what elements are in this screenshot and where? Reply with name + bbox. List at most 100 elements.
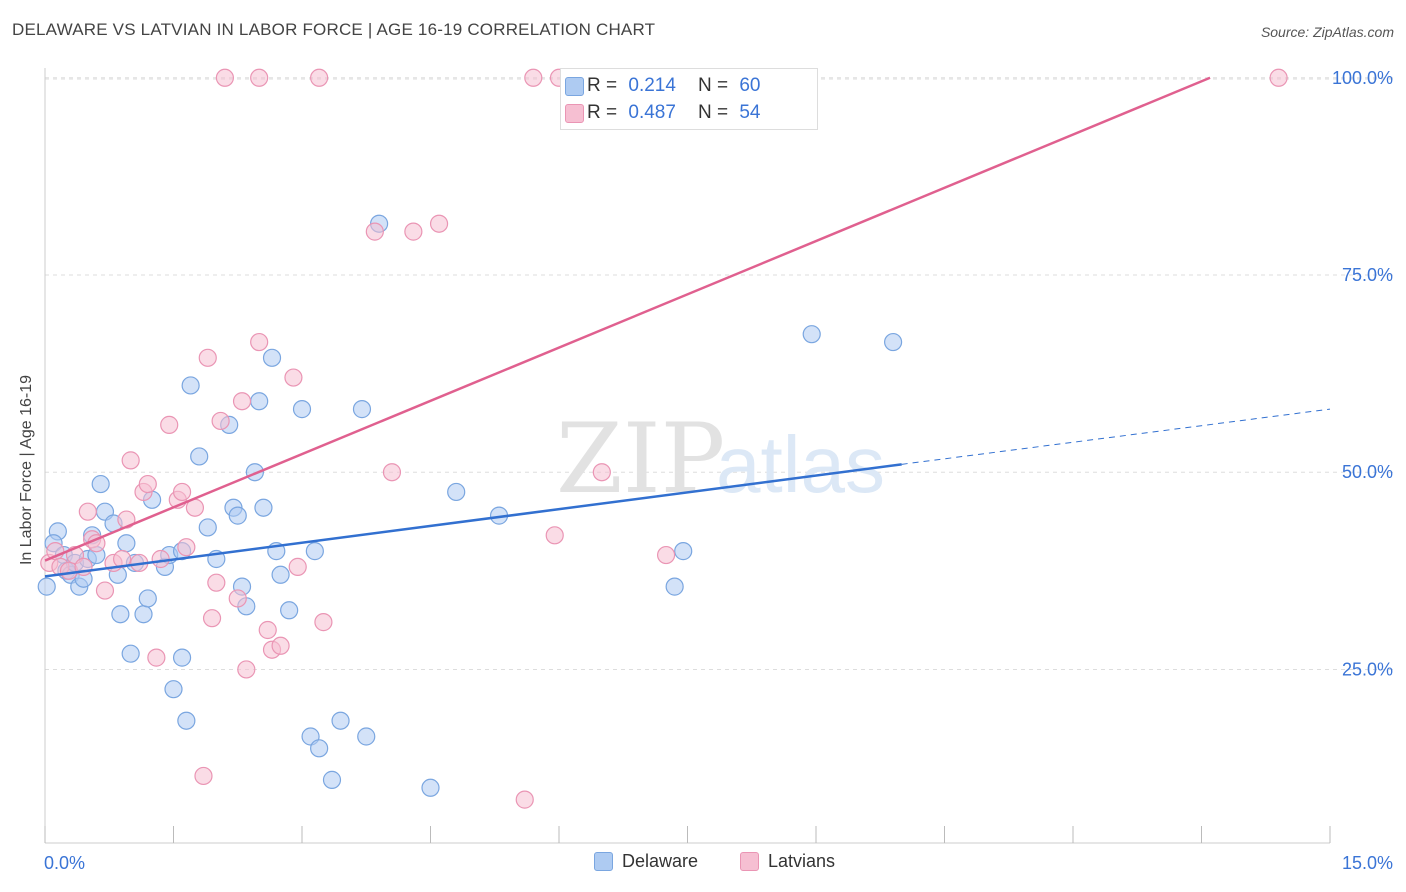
latvian-point	[592, 463, 611, 482]
source-label: Source: ZipAtlas.com	[1260, 24, 1394, 40]
legend-r-label: R =	[587, 102, 618, 123]
watermark-zip: ZIP	[556, 403, 725, 515]
latvian-point	[545, 526, 564, 545]
delaware-point	[177, 711, 196, 730]
delaware-point	[305, 542, 324, 561]
latvian-point	[232, 392, 252, 411]
latvian-point	[250, 68, 269, 87]
latvian-point	[211, 411, 230, 431]
delaware-point	[254, 498, 273, 517]
delaware-swatch	[594, 852, 613, 871]
y-tick-label: 25.0%	[1342, 659, 1393, 679]
delaware-point	[138, 589, 157, 608]
latvian-point	[147, 648, 166, 667]
delaware-point	[164, 680, 183, 699]
delaware-point	[198, 518, 217, 537]
delaware-point	[447, 482, 466, 502]
latvian-point	[314, 613, 333, 632]
latvian-swatch	[740, 852, 759, 871]
latvian-point	[202, 609, 222, 628]
legend-r-value-delaware: 0.214	[628, 75, 676, 96]
latvian-point	[1269, 68, 1288, 87]
legend-n-value-delaware: 60	[739, 75, 761, 96]
latvian-point	[656, 545, 676, 565]
latvian-point	[250, 332, 269, 352]
bottom-legend-label-latvians: Latvians	[768, 851, 836, 871]
delaware-point	[181, 376, 200, 395]
bottom-legend-label-delaware: Delaware	[622, 851, 699, 871]
axes	[44, 68, 1331, 844]
delaware-point	[262, 348, 282, 367]
delaware-point	[310, 739, 329, 758]
delaware-point	[111, 605, 130, 624]
latvian-swatch	[565, 104, 584, 123]
latvian-point	[215, 68, 234, 87]
y-axis-label: In Labor Force | Age 16-19	[18, 374, 35, 566]
delaware-point	[228, 506, 247, 525]
watermark-atlas: atlas	[716, 420, 885, 509]
delaware-trend-line	[44, 463, 902, 578]
chart-title: DELAWARE VS LATVIAN IN LABOR FORCE | AGE…	[12, 20, 656, 39]
latvian-point	[310, 68, 329, 87]
delaware-point	[883, 332, 903, 352]
y-tick-label: 75.0%	[1342, 265, 1393, 285]
latvian-point	[365, 222, 384, 241]
latvian-point	[78, 502, 97, 521]
delaware-point	[421, 778, 440, 797]
delaware-point	[271, 565, 290, 584]
x-tick-label: 15.0%	[1342, 853, 1393, 873]
delaware-point	[37, 577, 56, 596]
delaware-point	[190, 447, 209, 466]
latvian-point	[198, 348, 217, 367]
delaware-point	[280, 601, 299, 620]
latvian-point	[404, 222, 423, 241]
latvian-point	[138, 474, 157, 494]
bottom-legend-delaware: Delaware	[594, 851, 698, 872]
legend-n-label: N =	[697, 102, 729, 123]
latvian-point	[382, 463, 402, 482]
legend-row-delaware: R = 0.214 N = 60	[565, 74, 761, 98]
latvian-point	[121, 451, 140, 470]
latvian-point	[172, 482, 192, 502]
delaware-point	[357, 727, 376, 746]
legend-n-value-latvians: 54	[739, 102, 761, 123]
latvian-point	[160, 415, 179, 434]
delaware-swatch	[565, 77, 584, 96]
latvian-point	[228, 589, 247, 608]
delaware-point	[802, 325, 821, 344]
tick-labels: 25.0% 50.0% 75.0% 100.0% 0.0% 15.0%	[44, 68, 1393, 873]
delaware-point	[331, 711, 350, 730]
bottom-legend-latvians: Latvians	[740, 851, 835, 872]
latvian-point	[95, 581, 115, 600]
x-tick-label: 0.0%	[44, 853, 85, 873]
delaware-point	[134, 605, 153, 624]
latvian-point	[194, 766, 213, 786]
delaware-trend-extension	[901, 408, 1331, 465]
y-tick-label: 100.0%	[1332, 68, 1393, 88]
latvian-point	[271, 636, 290, 655]
latvian-point	[284, 368, 303, 387]
latvian-trend-line	[44, 76, 1211, 562]
delaware-point	[250, 392, 269, 411]
legend-row-latvians: R = 0.487 N = 54	[565, 101, 761, 125]
latvian-point	[524, 68, 543, 87]
delaware-point	[674, 542, 693, 561]
delaware-point	[352, 400, 372, 419]
legend-r-value-latvians: 0.487	[628, 102, 676, 123]
latvian-point	[151, 549, 170, 569]
latvian-point	[515, 790, 534, 809]
trend-lines	[44, 76, 1331, 578]
delaware-point	[172, 648, 192, 667]
latvian-point	[177, 538, 196, 557]
latvian-point	[258, 620, 277, 640]
latvian-point	[207, 573, 226, 592]
delaware-point	[665, 577, 684, 596]
delaware-point	[292, 400, 312, 419]
legend-n-label: N =	[697, 75, 729, 96]
stats-legend: R = 0.214 N = 60 R = 0.487 N = 54	[560, 68, 818, 130]
delaware-point	[91, 474, 110, 494]
delaware-point	[322, 770, 342, 789]
legend-r-label: R =	[587, 75, 618, 96]
